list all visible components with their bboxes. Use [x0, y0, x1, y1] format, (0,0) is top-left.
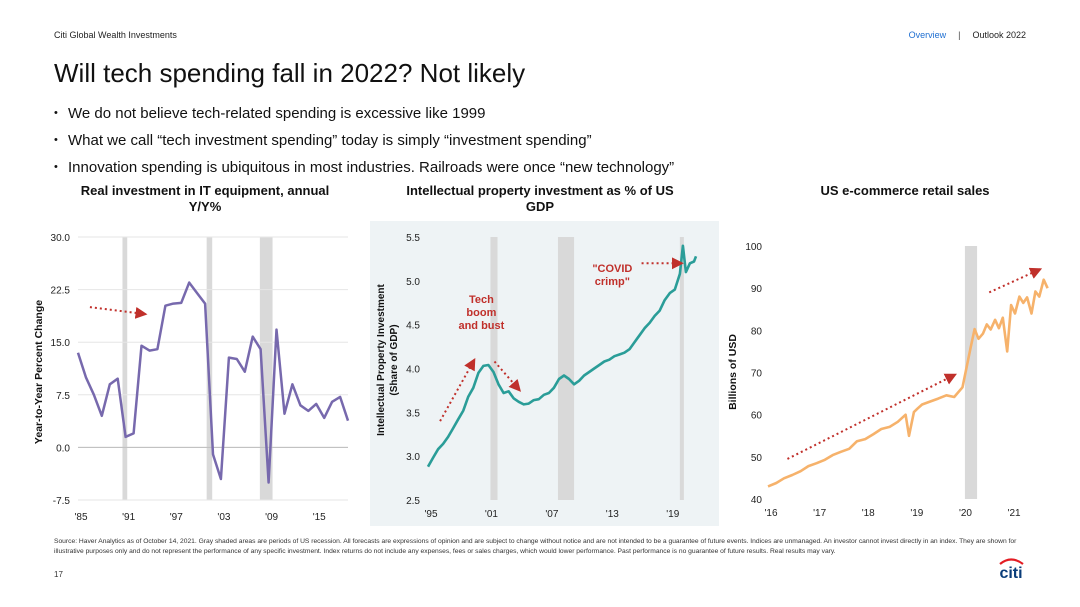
header-nav: Overview | Outlook 2022	[909, 30, 1026, 40]
bullet-list: We do not believe tech-related spending …	[54, 100, 674, 181]
y-tick-label: 100	[745, 242, 762, 253]
annotation-arrow	[786, 373, 957, 460]
recession-shading	[964, 246, 978, 499]
x-tick-label: '97	[170, 512, 183, 523]
x-tick-label: '17	[813, 508, 826, 519]
x-tick-label: '09	[265, 512, 278, 523]
y-tick-label: 60	[751, 411, 763, 422]
source-footnote: Source: Haver Analytics as of October 14…	[54, 538, 1017, 555]
page-number: 17	[54, 570, 63, 579]
slide-title: Will tech spending fall in 2022? Not lik…	[54, 58, 526, 88]
y-tick-label: 7.5	[56, 391, 70, 402]
chart-title-ip-investment: Intellectual property investment as % of…	[406, 183, 674, 214]
y-tick-label: 90	[751, 284, 763, 295]
y-tick-label: 0.0	[56, 443, 70, 454]
logo-text: citi	[999, 565, 1022, 580]
chart-panel-background	[370, 221, 719, 526]
y-tick-label: 50	[751, 453, 763, 464]
citi-logo: citi	[999, 558, 1024, 580]
x-tick-label: '19	[910, 508, 923, 519]
annotation-arrow	[89, 306, 148, 319]
nav-separator: |	[958, 30, 961, 40]
bullet-item: What we call “tech investment spending” …	[54, 127, 674, 154]
x-tick-label: '91	[122, 512, 135, 523]
citi-arc-logo	[999, 558, 1024, 565]
chart-title-it-equipment: Real investment in IT equipment, annual …	[80, 183, 330, 214]
annotation-arrow	[988, 267, 1043, 294]
chart-it-plot: -7.5 0.0 7.5 15.0 22.5 30.0 '85 '91 '97 '03 '09 '15…	[33, 233, 350, 523]
chart-title-ecommerce: US e-commerce retail sales	[820, 183, 990, 198]
y-tick-label: 22.5	[51, 286, 71, 297]
y-axis-label: Year-to-Year Percent Change	[33, 300, 45, 444]
y-tick-label: 30.0	[51, 233, 71, 244]
x-tick-label: '18	[862, 508, 875, 519]
nav-current-section: Outlook 2022	[972, 30, 1026, 40]
bullet-item: Innovation spending is ubiquitous in mos…	[54, 154, 674, 181]
recession-shading	[206, 237, 213, 500]
y-tick-label: 70	[751, 369, 763, 380]
x-tick-label: '85	[74, 512, 87, 523]
x-tick-label: '20	[959, 508, 972, 519]
chart-ecom-plot: 40 50 60 70 80 90 100 '16 '17 '18 '19 '20 '21 Billion…	[727, 242, 1049, 519]
y-tick-label: 80	[751, 326, 763, 337]
brand-name: Citi Global Wealth Investments	[54, 30, 177, 40]
bullet-item: We do not believe tech-related spending …	[54, 100, 674, 127]
recession-shading	[122, 237, 128, 500]
y-tick-label: -7.5	[53, 496, 71, 507]
series-line	[76, 281, 350, 484]
series-line	[767, 278, 1049, 488]
x-tick-label: '21	[1008, 508, 1021, 519]
nav-link-overview[interactable]: Overview	[908, 30, 947, 40]
x-tick-label: '15	[313, 512, 326, 523]
y-tick-label: 15.0	[51, 338, 71, 349]
recession-shading	[259, 237, 273, 500]
y-axis-label: Billions of USD	[727, 334, 739, 410]
x-tick-label: '16	[764, 508, 777, 519]
y-tick-label: 40	[751, 495, 763, 506]
x-tick-label: '03	[217, 512, 230, 523]
